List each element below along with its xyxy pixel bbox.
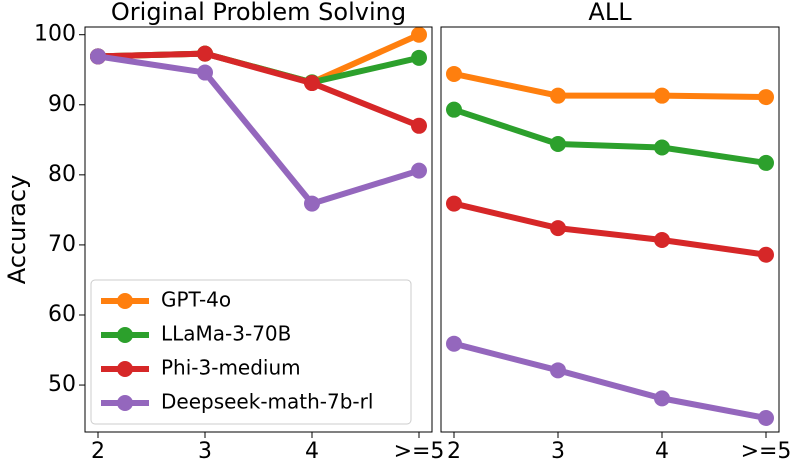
marker [446, 65, 462, 82]
y-tick-label: 80 [48, 162, 76, 187]
series-line [453, 200, 767, 258]
series-line [97, 50, 421, 129]
series-line [97, 31, 421, 86]
marker [758, 409, 774, 426]
marker [550, 136, 566, 153]
y-tick-label: 60 [48, 302, 76, 327]
marker [197, 45, 213, 62]
legend-label: GPT-4o [161, 288, 231, 312]
marker [197, 64, 213, 81]
marker [654, 390, 670, 407]
series-line [453, 106, 767, 166]
marker [654, 87, 670, 104]
plot-frame [84, 26, 433, 433]
x-tick-label: 3 [551, 439, 565, 464]
marker [411, 26, 427, 43]
chart-title: Original Problem Solving [111, 0, 406, 26]
x-tick-label: 4 [655, 439, 669, 464]
marker [550, 87, 566, 104]
x-tick-label: 4 [305, 439, 319, 464]
marker [758, 154, 774, 171]
x-tick-label: >=5 [741, 439, 792, 464]
marker [446, 101, 462, 118]
legend-marker [117, 395, 133, 411]
marker [304, 75, 320, 92]
marker [758, 246, 774, 263]
legend-box [90, 279, 412, 425]
marker [304, 195, 320, 212]
marker [411, 49, 427, 66]
marker [654, 232, 670, 249]
chart-title: ALL [588, 0, 632, 26]
x-tick-label: 3 [198, 439, 212, 464]
marker [411, 162, 427, 179]
legend-marker [117, 293, 133, 309]
marker [550, 220, 566, 237]
marker [550, 362, 566, 379]
series-line [453, 340, 767, 421]
y-tick-label: 100 [34, 22, 76, 47]
legend-label: Phi-3-medium [161, 356, 301, 380]
marker [411, 117, 427, 134]
legend-marker [117, 327, 133, 343]
marker [758, 89, 774, 106]
legend-label: Deepseek-math-7b-rl [161, 390, 373, 414]
series-line [97, 53, 420, 207]
x-tick-label: 2 [91, 439, 105, 464]
y-axis-label: Accuracy [3, 175, 31, 285]
y-tick-label: 50 [48, 372, 76, 397]
y-tick-label: 90 [48, 92, 76, 117]
plot-frame [440, 26, 780, 433]
legend-marker [117, 361, 133, 377]
marker [654, 139, 670, 156]
series-line [453, 71, 767, 101]
marker [90, 48, 106, 65]
x-tick-label: >=5 [394, 439, 445, 464]
marker [446, 335, 462, 352]
legend-label: LLaMa-3-70B [161, 322, 291, 346]
marker [446, 195, 462, 212]
y-tick-label: 70 [48, 232, 76, 257]
x-tick-label: 2 [447, 439, 461, 464]
